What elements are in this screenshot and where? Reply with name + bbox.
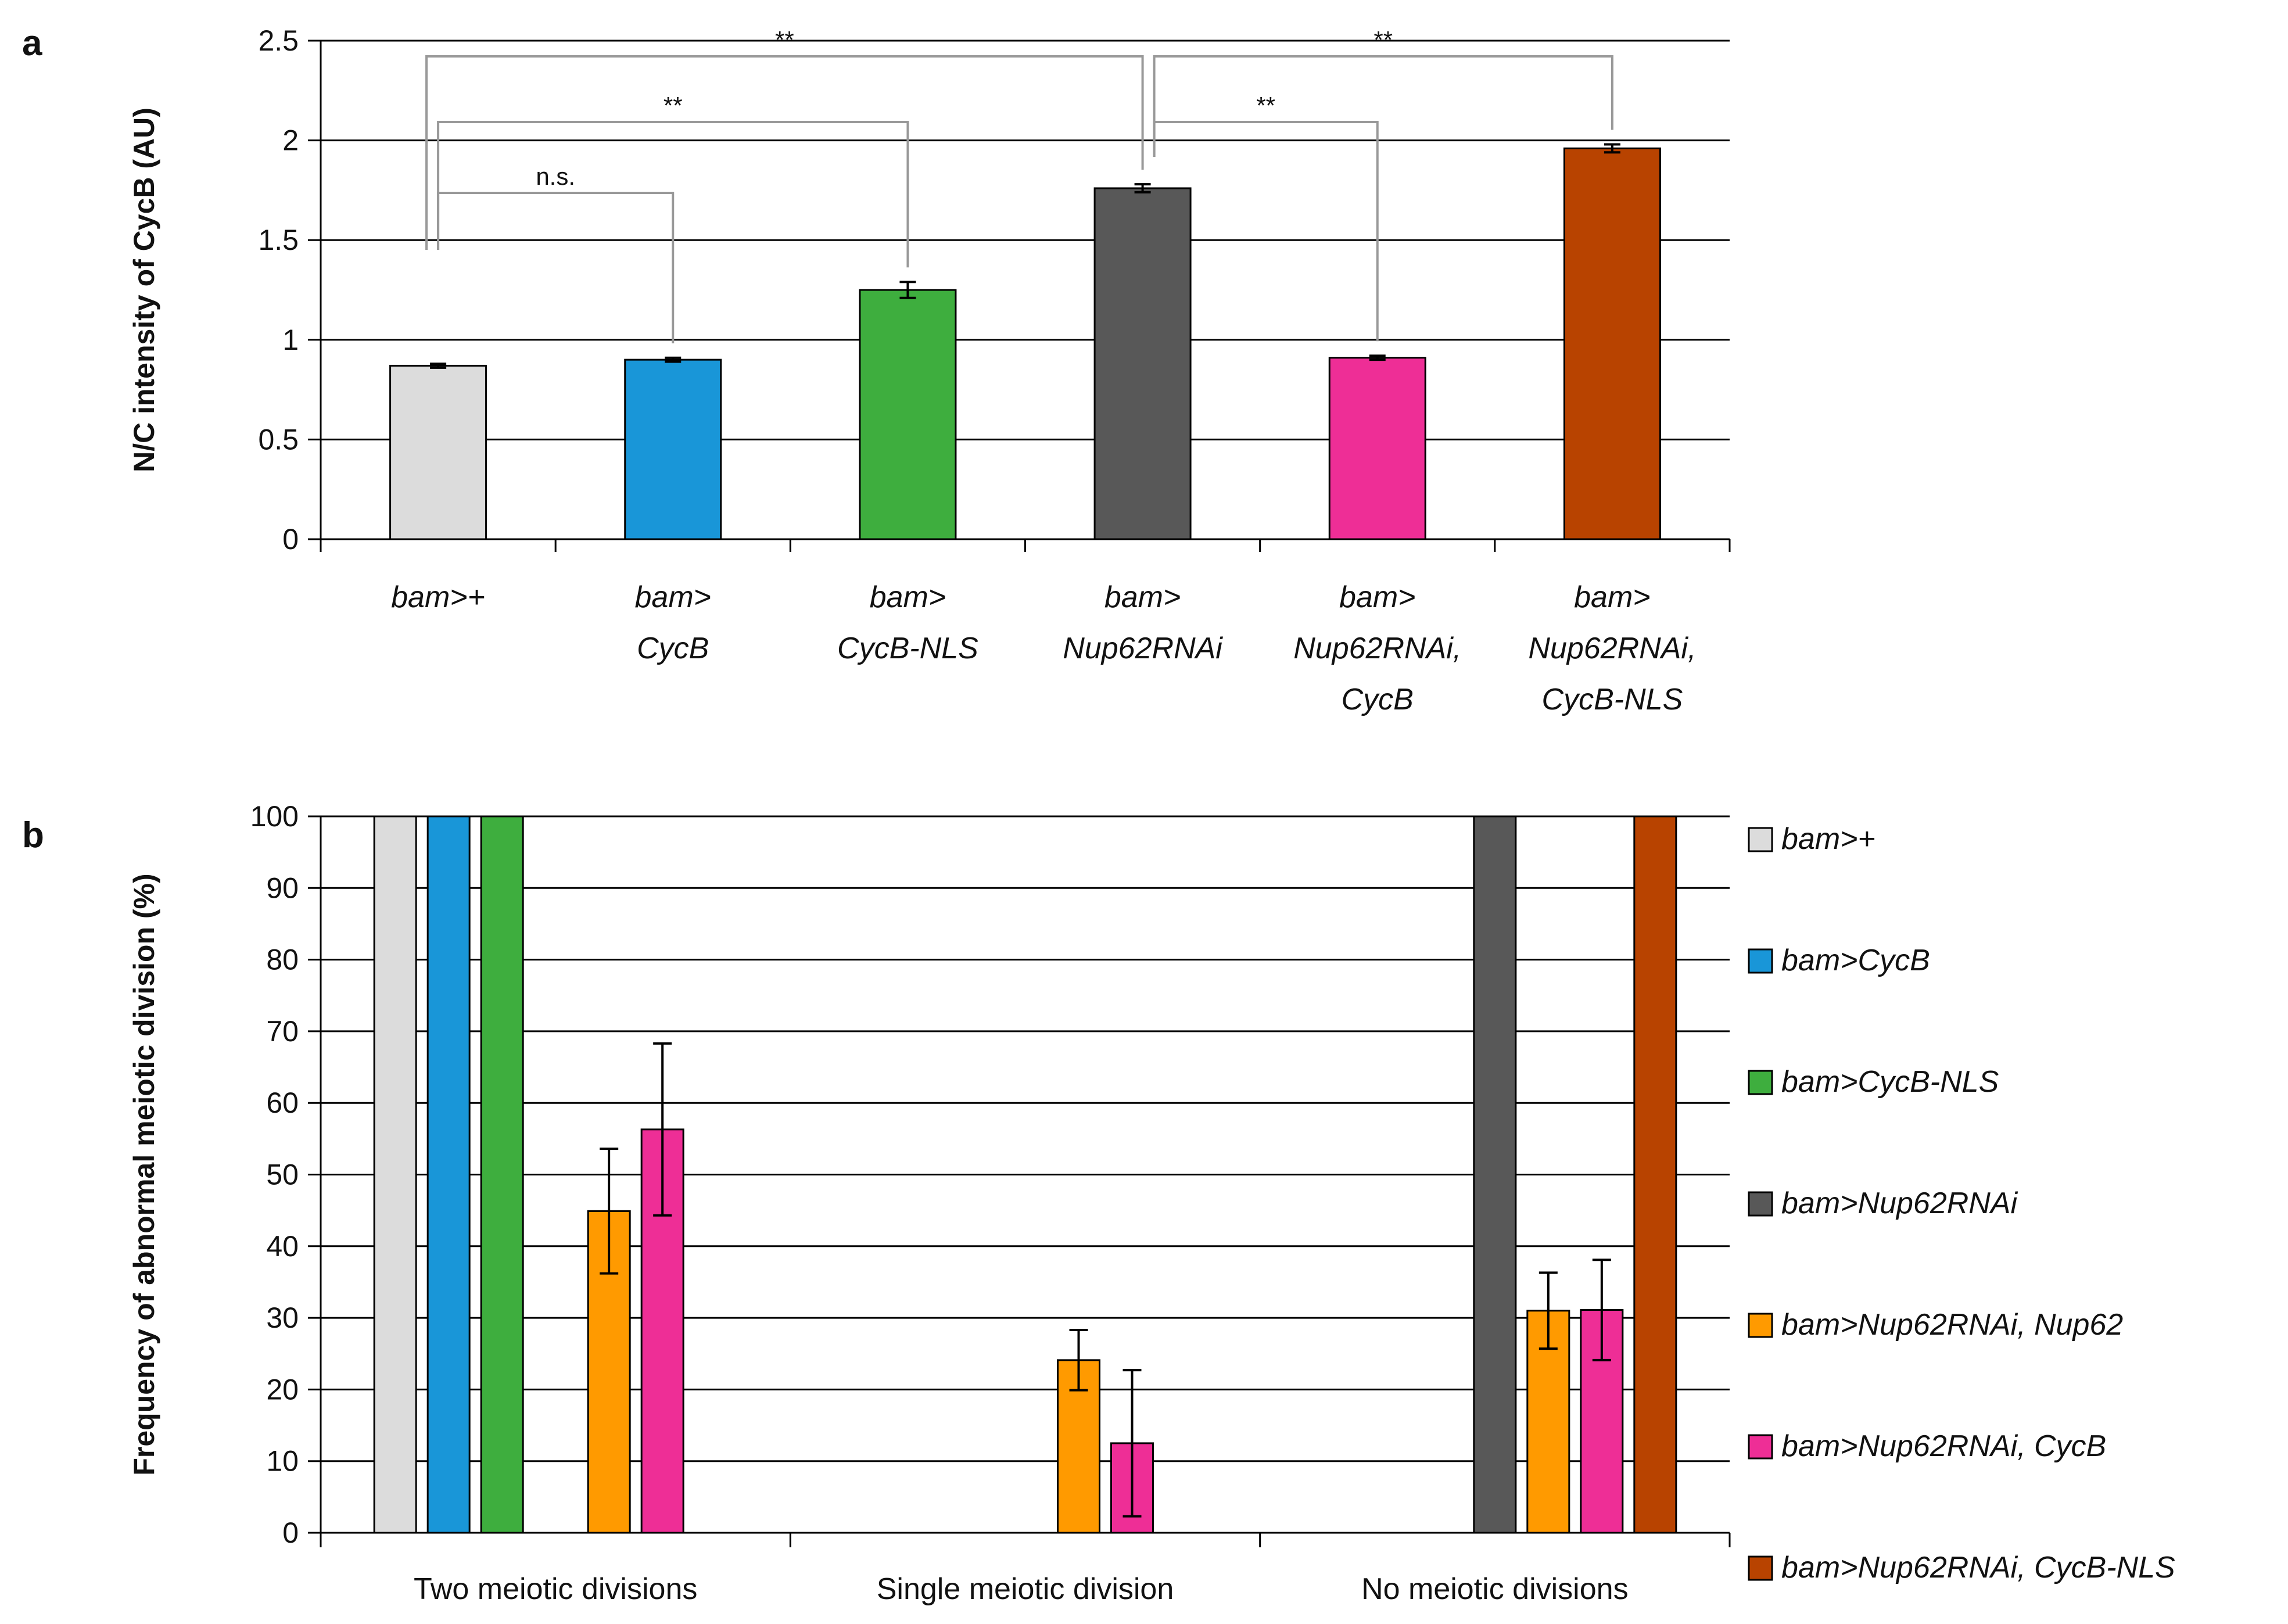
legend-swatch-bam-cycb <box>1748 948 1773 974</box>
chart-b-meiotic-division: 0 10 20 30 40 50 60 70 80 90 100 Frequency of abnor… <box>128 800 2175 1606</box>
bar-a-0 <box>389 364 487 540</box>
category-label-a-2-0: bam> <box>870 580 946 614</box>
category-label-a-0-0: bam>+ <box>391 580 485 614</box>
legend-swatch-bam-nup62rnai-cycb <box>1748 1434 1773 1460</box>
legend-label-bam-nup62rnai: bam>Nup62RNAi <box>1781 1186 2018 1220</box>
significance-bracket-a-0 <box>437 192 675 343</box>
bar-a-2 <box>859 289 957 540</box>
chart-a-cycb-intensity: 0 0.5 1 1.5 2 2.5 N/C intensity of CycB (AU) ba… <box>128 24 1731 716</box>
bar-b-no-meiotic-divisions-bam-nup62rnai-cycb-nls <box>1633 815 1677 1534</box>
ytick-label-a-2: 2 <box>282 124 299 157</box>
ytick-label-a-2-5: 2.5 <box>258 24 299 57</box>
legend-label-bam-nup62rnai-cycb: bam>Nup62RNAi, CycB <box>1781 1429 2106 1463</box>
category-label-a-5-0: bam> <box>1574 580 1651 614</box>
ytick-label-a-0: 0 <box>282 523 299 555</box>
category-label-a-4-1: Nup62RNAi, <box>1293 632 1461 665</box>
panel-a-letter: a <box>22 23 42 63</box>
significance-label-a-3: ** <box>1256 92 1275 119</box>
significance-label-a-4: ** <box>1373 26 1393 53</box>
legend-label-bam-cycb: bam>CycB <box>1781 944 1930 977</box>
category-label-a-3-0: bam> <box>1104 580 1181 614</box>
bar-a-1 <box>624 359 722 540</box>
category-label-b-2: No meiotic divisions <box>1361 1572 1629 1606</box>
category-label-a-3-1: Nup62RNAi <box>1063 632 1223 665</box>
ytick-label-a-1-5: 1.5 <box>258 224 299 256</box>
category-label-b-1: Single meiotic division <box>877 1572 1174 1606</box>
category-label-a-4-0: bam> <box>1339 580 1416 614</box>
ytick-label-b-60: 60 <box>266 1087 299 1119</box>
legend-swatch-bam-cycb-nls <box>1748 1070 1773 1095</box>
significance-bracket-a-2 <box>425 55 1144 250</box>
ytick-label-b-80: 80 <box>266 944 299 976</box>
ytick-label-a-0-5: 0.5 <box>258 423 299 456</box>
legend-swatch-bam-nup62rnai <box>1748 1191 1773 1217</box>
legend-label-bam: bam>+ <box>1781 822 1875 856</box>
bar-b-two-meiotic-divisions-bam <box>373 815 417 1534</box>
legend-swatch-bam <box>1748 827 1773 852</box>
ytick-label-b-30: 30 <box>266 1302 299 1334</box>
category-label-a-5-1: Nup62RNAi, <box>1528 632 1696 665</box>
significance-label-a-2: ** <box>775 26 794 53</box>
legend-swatch-bam-nup62rnai-nup62 <box>1748 1313 1773 1338</box>
category-label-a-1-1: CycB <box>637 632 709 665</box>
category-label-a-4-2: CycB <box>1342 683 1414 716</box>
ytick-label-b-10: 10 <box>266 1445 299 1478</box>
ytick-label-b-20: 20 <box>266 1373 299 1406</box>
legend-label-bam-nup62rnai-nup62: bam>Nup62RNAi, Nup62 <box>1781 1308 2123 1342</box>
category-label-b-0: Two meiotic divisions <box>414 1572 697 1606</box>
legend-label-bam-nup62rnai-cycb-nls: bam>Nup62RNAi, CycB-NLS <box>1781 1551 2175 1584</box>
panel-b-letter: b <box>22 815 44 855</box>
ytick-label-b-40: 40 <box>266 1230 299 1263</box>
bar-a-3 <box>1093 187 1192 540</box>
significance-bracket-a-4 <box>1153 55 1613 157</box>
ytick-label-b-90: 90 <box>266 872 299 904</box>
y-axis-label-b: Frequency of abnormal meiotic division (… <box>128 873 160 1475</box>
category-label-a-5-2: CycB-NLS <box>1542 683 1683 716</box>
bar-a-4 <box>1328 357 1426 540</box>
bar-b-two-meiotic-divisions-bam-cycb-nls <box>480 815 524 1534</box>
legend-label-bam-cycb-nls: bam>CycB-NLS <box>1781 1065 1999 1099</box>
legend-swatch-bam-nup62rnai-cycb-nls <box>1748 1555 1773 1581</box>
significance-label-a-0: n.s. <box>536 163 575 190</box>
y-axis-label-a: N/C intensity of CycB (AU) <box>128 107 160 472</box>
ytick-label-b-0: 0 <box>282 1517 299 1549</box>
category-label-a-2-1: CycB-NLS <box>837 632 978 665</box>
significance-label-a-1: ** <box>664 92 683 119</box>
significance-bracket-a-1 <box>437 121 909 268</box>
bar-b-two-meiotic-divisions-bam-cycb <box>426 815 471 1534</box>
bar-b-no-meiotic-divisions-bam-nup62rnai <box>1473 815 1517 1534</box>
ytick-label-b-70: 70 <box>266 1015 299 1048</box>
ytick-label-b-100: 100 <box>250 800 299 833</box>
bar-a-5 <box>1563 147 1661 540</box>
ytick-label-a-1: 1 <box>282 324 299 356</box>
ytick-label-b-50: 50 <box>266 1159 299 1191</box>
category-label-a-1-0: bam> <box>634 580 711 614</box>
